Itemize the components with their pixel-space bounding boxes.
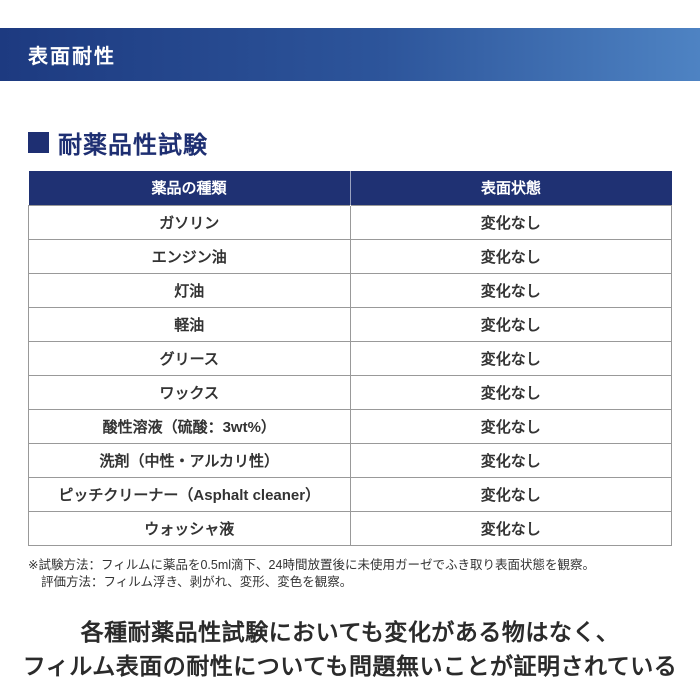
table-row: ピッチクリーナー（Asphalt cleaner） 変化なし	[28, 476, 672, 512]
cell-status: 変化なし	[349, 408, 672, 444]
cell-chemical: 軽油	[28, 306, 351, 342]
cell-chemical: ピッチクリーナー（Asphalt cleaner）	[28, 476, 351, 512]
table-row: 酸性溶液（硫酸：3wt%） 変化なし	[28, 408, 672, 444]
table-row: エンジン油 変化なし	[28, 238, 672, 274]
square-bullet-icon	[28, 132, 49, 153]
cell-chemical: ワックス	[28, 374, 351, 410]
cell-status: 変化なし	[349, 374, 672, 410]
cell-status: 変化なし	[349, 238, 672, 274]
cell-status: 変化なし	[349, 272, 672, 308]
cell-status: 変化なし	[349, 442, 672, 478]
cell-status: 変化なし	[349, 476, 672, 512]
cell-chemical: グリース	[28, 340, 351, 376]
cell-chemical: ウォッシャ液	[28, 510, 351, 546]
table-row: ウォッシャ液 変化なし	[28, 510, 672, 546]
table-row: グリース 変化なし	[28, 340, 672, 376]
conclusion-line-1: 各種耐薬品性試験においても変化がある物はなく、	[80, 618, 620, 645]
table-row: 灯油 変化なし	[28, 272, 672, 308]
footnote-line-1: ※試験方法：フィルムに薬品を0.5ml滴下、24時間放置後に未使用ガーゼでふき取…	[28, 557, 595, 572]
table-row: 軽油 変化なし	[28, 306, 672, 342]
cell-status: 変化なし	[349, 204, 672, 240]
column-header-status: 表面状態	[350, 171, 672, 205]
test-method-footnote: ※試験方法：フィルムに薬品を0.5ml滴下、24時間放置後に未使用ガーゼでふき取…	[28, 557, 700, 591]
section-title: 耐薬品性試験	[58, 132, 208, 159]
footnote-line-2: 評価方法：フィルム浮き、剥がれ、変形、変色を観察。	[41, 574, 353, 589]
chemical-resistance-table: 薬品の種類 表面状態 ガソリン 変化なし エンジン油 変化なし 灯油 変化なし …	[28, 171, 672, 546]
cell-chemical: エンジン油	[28, 238, 351, 274]
cell-chemical: 洗剤（中性・アルカリ性）	[28, 442, 351, 478]
table-row: ワックス 変化なし	[28, 374, 672, 410]
cell-chemical: 灯油	[28, 272, 351, 308]
table-header-row: 薬品の種類 表面状態	[28, 171, 672, 205]
cell-status: 変化なし	[349, 510, 672, 546]
conclusion-line-2: フィルム表面の耐性についても問題無いことが証明されている	[22, 652, 678, 679]
cell-chemical: ガソリン	[28, 204, 351, 240]
page-title: 表面耐性	[28, 46, 116, 68]
cell-chemical: 酸性溶液（硫酸：3wt%）	[28, 408, 351, 444]
table-row: ガソリン 変化なし	[28, 204, 672, 240]
cell-status: 変化なし	[349, 340, 672, 376]
table-row: 洗剤（中性・アルカリ性） 変化なし	[28, 442, 672, 478]
cell-status: 変化なし	[349, 306, 672, 342]
page-header-banner: 表面耐性	[0, 28, 700, 81]
column-header-chemical: 薬品の種類	[28, 171, 351, 205]
conclusion-text: 各種耐薬品性試験においても変化がある物はなく、 フィルム表面の耐性についても問題…	[0, 615, 700, 683]
section-heading: 耐薬品性試験	[28, 125, 700, 160]
